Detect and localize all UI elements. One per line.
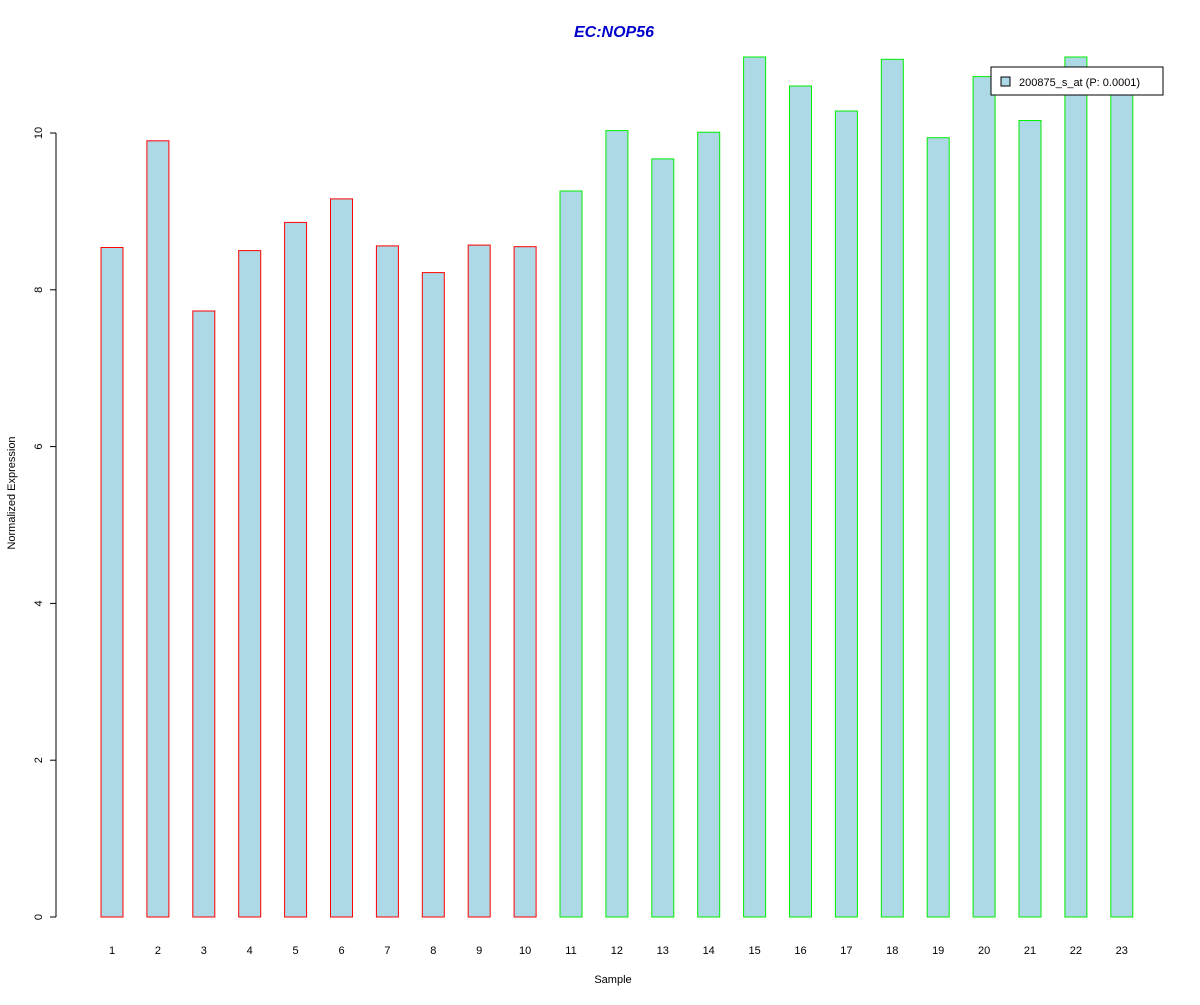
x-tick-label: 19 <box>932 945 944 957</box>
x-tick-label: 12 <box>611 945 623 957</box>
legend-swatch <box>1000 76 1011 87</box>
bars-group <box>100 56 1134 918</box>
bar-sample-12 <box>605 130 629 918</box>
x-tick-label: 21 <box>1024 945 1036 957</box>
legend: 200875_s_at (P: 0.0001) <box>990 66 1164 96</box>
bar-sample-19 <box>926 137 950 918</box>
x-axis-label: Sample <box>594 974 631 986</box>
x-tick-label: 17 <box>840 945 852 957</box>
bar-sample-10 <box>513 246 537 918</box>
bar-sample-5 <box>284 221 308 918</box>
y-tick-label: 4 <box>33 600 45 606</box>
x-tick-label: 15 <box>748 945 760 957</box>
legend-label: 200875_s_at (P: 0.0001) <box>1019 77 1140 89</box>
bar-sample-17 <box>834 110 858 918</box>
x-tick-label: 16 <box>794 945 806 957</box>
y-tick-label: 10 <box>33 127 45 139</box>
x-tick-label: 23 <box>1116 945 1128 957</box>
x-tick-label: 5 <box>293 945 299 957</box>
bar-sample-7 <box>375 245 399 918</box>
bar-sample-14 <box>697 131 721 918</box>
x-tick-label: 14 <box>703 945 715 957</box>
bar-sample-2 <box>146 140 170 918</box>
bar-sample-11 <box>559 190 583 918</box>
x-tick-label: 7 <box>384 945 390 957</box>
bar-sample-18 <box>880 58 904 918</box>
x-tick-label: 1 <box>109 945 115 957</box>
bar-sample-9 <box>467 244 491 918</box>
y-axis: 0 2 4 6 8 10 <box>33 127 57 920</box>
x-tick-label: 2 <box>155 945 161 957</box>
x-tick-label: 22 <box>1070 945 1082 957</box>
bar-sample-1 <box>100 247 124 918</box>
y-tick-label: 0 <box>33 914 45 920</box>
x-tick-label: 9 <box>476 945 482 957</box>
x-tick-label: 11 <box>565 945 576 957</box>
chart-title: EC:NOP56 <box>574 24 654 41</box>
bar-sample-3 <box>192 310 216 918</box>
bar-sample-23 <box>1110 76 1134 918</box>
bar-sample-6 <box>330 198 353 918</box>
y-tick-label: 2 <box>33 757 45 763</box>
bar-sample-20 <box>972 76 996 918</box>
bar-sample-16 <box>789 85 812 918</box>
bar-sample-13 <box>651 158 675 918</box>
x-tick-label: 6 <box>338 945 344 957</box>
legend-box <box>990 66 1164 96</box>
y-axis-label: Normalized Expression <box>6 436 18 549</box>
bar-sample-22 <box>1064 56 1088 918</box>
bar-sample-21 <box>1018 120 1042 918</box>
y-tick-label: 6 <box>33 444 45 450</box>
x-tick-label: 8 <box>430 945 436 957</box>
x-tick-label: 4 <box>247 945 253 957</box>
x-tick-label: 20 <box>978 945 990 957</box>
x-tick-label: 3 <box>201 945 207 957</box>
x-tick-label: 18 <box>886 945 898 957</box>
y-tick-label: 8 <box>33 287 45 293</box>
bar-sample-15 <box>743 56 767 918</box>
x-tick-label: 13 <box>657 945 669 957</box>
bar-sample-8 <box>421 272 445 918</box>
x-tick-label: 10 <box>519 945 531 957</box>
bar-sample-4 <box>238 250 262 918</box>
x-tick-labels: 1 2 3 4 5 6 7 8 9 10 11 12 13 14 15 16 17 18 19 20 21 22 23 <box>109 945 1128 957</box>
